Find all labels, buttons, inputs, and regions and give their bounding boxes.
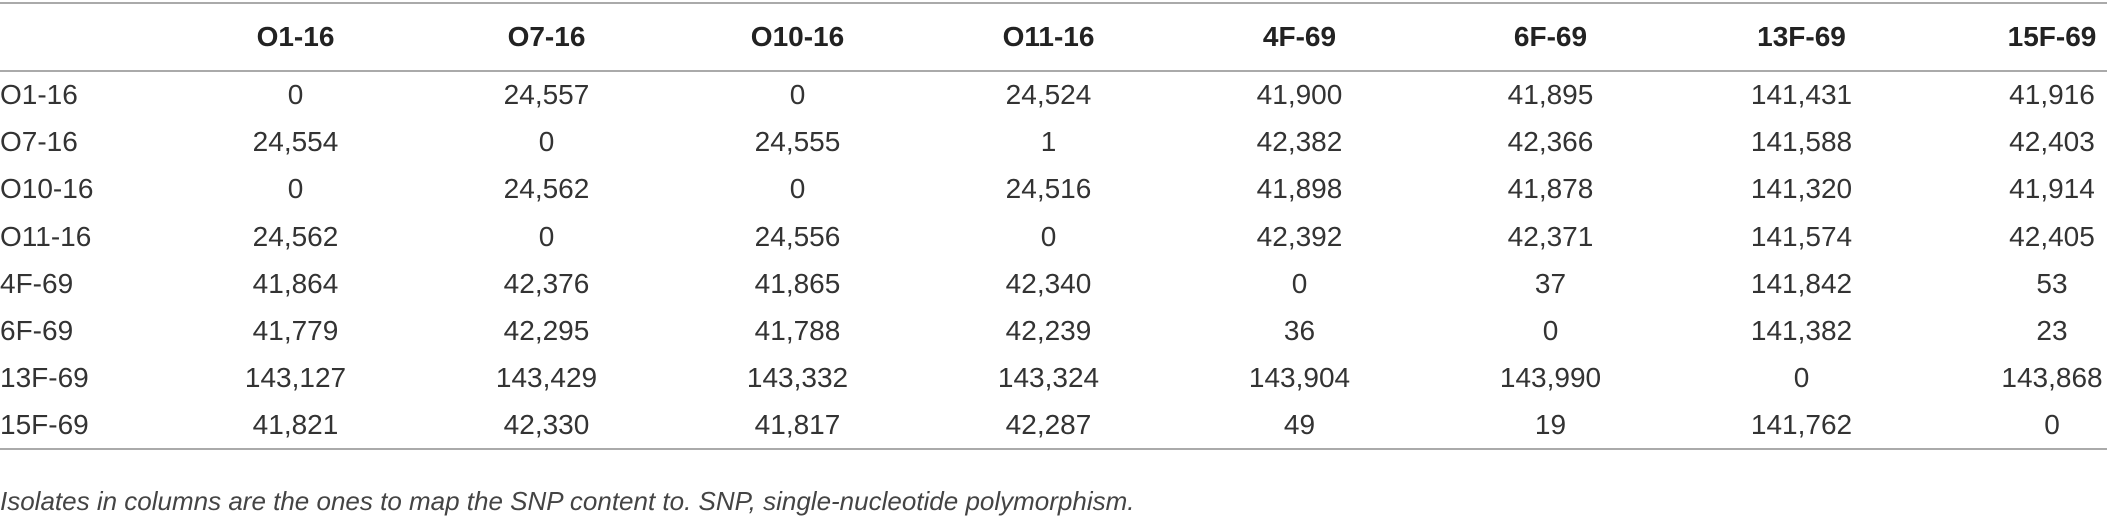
cell: 24,562 <box>252 220 339 252</box>
cell: 141,320 <box>1750 173 1853 205</box>
table-row: 6F-69 41,779 42,295 41,788 42,239 36 0 141,382 2… <box>0 307 2107 354</box>
cell: 143,990 <box>1499 362 1602 394</box>
cell: 141,431 <box>1750 79 1853 111</box>
cell: 23 <box>2036 315 2068 347</box>
cell: 53 <box>2036 267 2068 299</box>
cell: 141,762 <box>1750 409 1853 441</box>
cell: 41,864 <box>252 267 339 299</box>
cell: 19 <box>1534 409 1567 441</box>
cell: 0 <box>789 173 806 205</box>
cell: 143,324 <box>997 362 1100 394</box>
row-label: 4F-69 <box>0 267 74 299</box>
cell: 143,332 <box>746 362 849 394</box>
header-cell <box>0 3 170 71</box>
cell: 42,330 <box>503 409 590 441</box>
header-cell: 15F-69 <box>2007 21 2097 52</box>
cell: 41,900 <box>1256 79 1343 111</box>
cell: 0 <box>789 79 806 111</box>
table-row: 13F-69 143,127 143,429 143,332 143,324 143,90… <box>0 355 2107 402</box>
cell: 0 <box>1040 220 1057 252</box>
table-body: O1-16 0 24,557 0 24,524 41,900 41,895 141,431 41… <box>0 71 2107 450</box>
table-row: O7-16 24,554 0 24,555 1 42,382 42,366 141,588 42… <box>0 118 2107 165</box>
table-row: 15F-69 41,821 42,330 41,817 42,287 49 19 141,76… <box>0 402 2107 450</box>
row-label: 6F-69 <box>0 315 74 347</box>
cell: 24,557 <box>503 79 590 111</box>
cell: 141,588 <box>1750 125 1853 157</box>
cell: 0 <box>287 173 304 205</box>
header-cell: O10-16 <box>750 21 845 52</box>
row-label: O10-16 <box>0 173 94 205</box>
cell: 49 <box>1283 409 1316 441</box>
cell: 0 <box>1542 315 1559 347</box>
cell: 41,914 <box>2009 173 2095 205</box>
cell: 24,516 <box>1005 173 1092 205</box>
cell: 143,904 <box>1248 362 1351 394</box>
cell: 24,555 <box>754 125 841 157</box>
cell: 42,405 <box>2009 220 2095 252</box>
footnote: Isolates in columns are the ones to map … <box>0 486 1135 516</box>
cell: 0 <box>287 79 304 111</box>
cell: 42,340 <box>1005 267 1092 299</box>
distance-table: O1-16 O7-16 O10-16 O11-16 4F-69 6F-69 13F-69 15… <box>0 2 2107 450</box>
cell: 0 <box>538 220 555 252</box>
cell: 143,127 <box>244 362 347 394</box>
cell: 24,554 <box>252 125 339 157</box>
cell: 37 <box>1534 267 1567 299</box>
header-cell: O1-16 <box>256 21 335 52</box>
cell: 41,878 <box>1507 173 1594 205</box>
cell: 41,898 <box>1256 173 1343 205</box>
cell: 42,366 <box>1507 125 1594 157</box>
row-label: O7-16 <box>0 125 78 157</box>
cell: 41,916 <box>2009 79 2095 111</box>
cell: 42,239 <box>1005 315 1092 347</box>
cell: 24,524 <box>1005 79 1092 111</box>
cell: 42,371 <box>1507 220 1594 252</box>
cell: 1 <box>1040 125 1057 157</box>
cell: 141,842 <box>1750 267 1853 299</box>
cell: 36 <box>1283 315 1316 347</box>
cell: 141,382 <box>1750 315 1853 347</box>
table-row: 4F-69 41,864 42,376 41,865 42,340 0 37 141,842 5… <box>0 260 2107 307</box>
cell: 24,556 <box>754 220 841 252</box>
table-row: O10-16 0 24,562 0 24,516 41,898 41,878 141,320 4… <box>0 166 2107 213</box>
cell: 41,779 <box>252 315 339 347</box>
header-cell: 6F-69 <box>1513 21 1588 52</box>
cell: 42,392 <box>1256 220 1343 252</box>
cell: 41,788 <box>754 315 841 347</box>
table-row: O1-16 0 24,557 0 24,524 41,900 41,895 141,431 41… <box>0 71 2107 118</box>
cell: 0 <box>1291 267 1308 299</box>
row-label: 15F-69 <box>0 409 89 441</box>
cell: 0 <box>1793 362 1810 394</box>
header-row: O1-16 O7-16 O10-16 O11-16 4F-69 6F-69 13F-69 15… <box>0 3 2107 71</box>
cell: 143,868 <box>2001 362 2103 394</box>
row-label: O11-16 <box>0 220 92 252</box>
cell: 24,562 <box>503 173 590 205</box>
cell: 0 <box>2044 409 2060 441</box>
cell: 42,287 <box>1005 409 1092 441</box>
cell: 143,429 <box>495 362 598 394</box>
header-cell: O11-16 <box>1002 21 1095 52</box>
cell: 0 <box>538 125 555 157</box>
header-cell: 13F-69 <box>1757 21 1846 52</box>
cell: 141,574 <box>1750 220 1853 252</box>
row-label: O1-16 <box>0 79 78 111</box>
header-cell: 4F-69 <box>1262 21 1337 52</box>
cell: 42,295 <box>503 315 590 347</box>
header-cell: O7-16 <box>507 21 586 52</box>
cell: 42,382 <box>1256 125 1343 157</box>
cell: 41,895 <box>1507 79 1594 111</box>
cell: 42,403 <box>2009 125 2095 157</box>
cell: 41,821 <box>252 409 339 441</box>
table-row: O11-16 24,562 0 24,556 0 42,392 42,371 141,574 4… <box>0 213 2107 260</box>
cell: 41,817 <box>754 409 841 441</box>
row-label: 13F-69 <box>0 362 89 394</box>
cell: 41,865 <box>754 267 841 299</box>
cell: 42,376 <box>503 267 590 299</box>
